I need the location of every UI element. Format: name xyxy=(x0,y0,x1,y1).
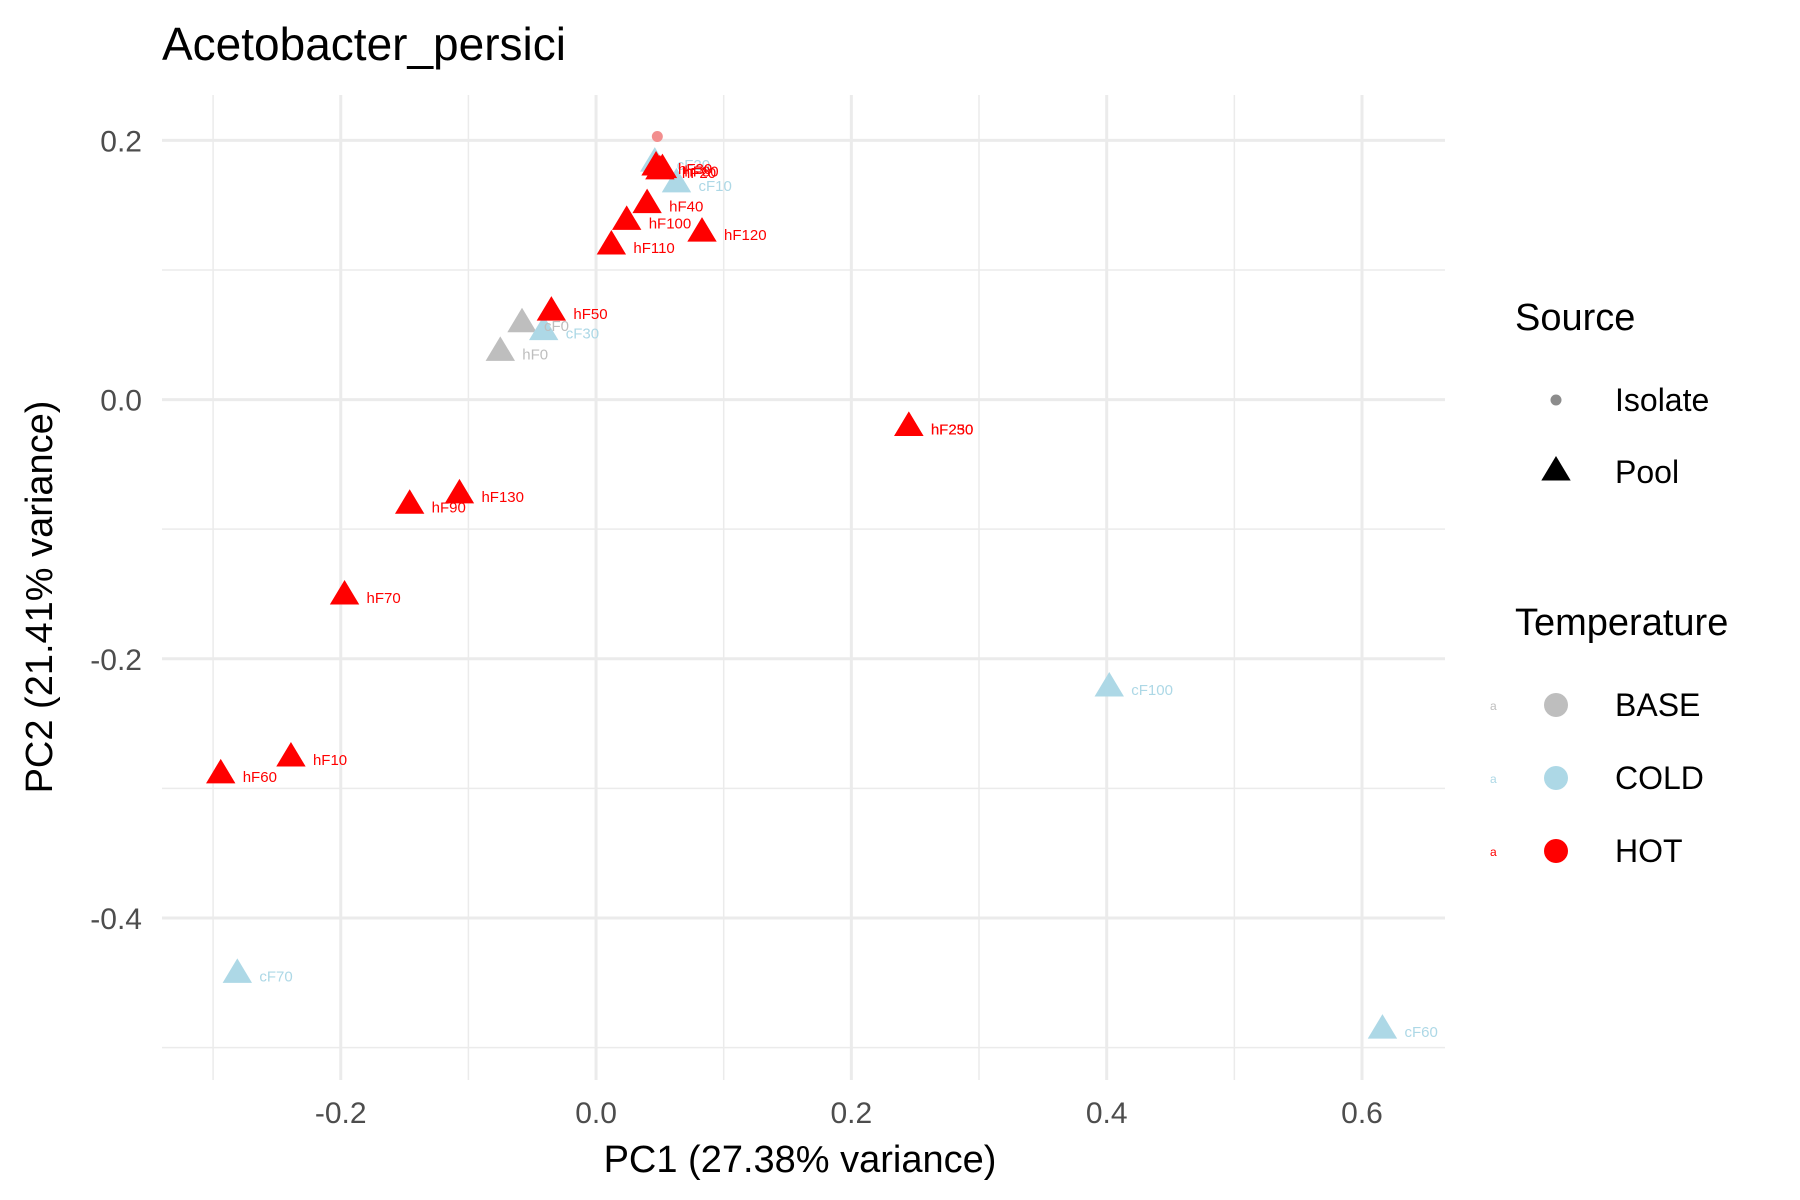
point-label: hF100 xyxy=(649,215,692,232)
pool-point-base xyxy=(485,336,516,361)
x-tick-label: 0.0 xyxy=(575,1097,617,1130)
x-axis-title: PC1 (27.38% variance) xyxy=(604,1139,997,1181)
pool-point-hot xyxy=(536,296,567,321)
legend-source-items: Isolate Pool xyxy=(1541,382,1709,490)
pool-point-hot xyxy=(632,188,662,214)
point-label: cF30 xyxy=(566,326,599,343)
legend-temperature-title: Temperature xyxy=(1515,602,1728,644)
y-axis-tick-labels: -0.4 -0.2 0.0 0.2 xyxy=(90,125,142,936)
legend-source-title: Source xyxy=(1515,297,1635,339)
legend-temperature-items: a BASE a COLD a HOT xyxy=(1490,687,1704,869)
pool-point-hot xyxy=(894,411,924,436)
pool-point-hot xyxy=(645,154,675,180)
point-label: cF70 xyxy=(259,968,292,985)
isolate-point xyxy=(651,130,663,142)
point-label: hF230 xyxy=(931,421,974,438)
pool-point-hot xyxy=(329,579,360,605)
point-label: hF40 xyxy=(669,199,703,216)
grid-minor-lines xyxy=(162,95,1445,1080)
legend-temperature-label: HOT xyxy=(1615,833,1683,869)
point-label: hF110 xyxy=(633,240,674,257)
pool-point-hot xyxy=(394,489,425,514)
pool-point-hot xyxy=(276,741,306,767)
point-label: cF0 xyxy=(544,318,569,335)
x-tick-label: -0.2 xyxy=(315,1097,367,1130)
legend: Source Temperature Isolate Pool a BASE a COL… xyxy=(1490,297,1728,869)
legend-temperature-label: COLD xyxy=(1615,760,1704,796)
y-tick-label: 0.0 xyxy=(100,385,142,418)
point-label: hF50 xyxy=(573,306,607,323)
point-label: cF60 xyxy=(1404,1024,1437,1041)
point-label: hF120 xyxy=(724,227,767,244)
pool-point-hot xyxy=(444,478,475,504)
point-label: hF250 xyxy=(931,421,974,438)
legend-isolate-key xyxy=(1550,394,1562,406)
legend-temperature-key xyxy=(1544,839,1568,863)
pool-point-base xyxy=(507,307,537,333)
legend-source-label: Pool xyxy=(1615,454,1679,490)
y-axis-title: PC2 (21.41% variance) xyxy=(19,401,61,794)
point-labels: cF0hF0cF20cF10cF30cF100cF70cF60hF30hF80h… xyxy=(243,157,1438,1041)
y-tick-label: -0.2 xyxy=(90,644,142,677)
x-axis-tick-labels: -0.2 0.0 0.2 0.4 0.6 xyxy=(315,1097,1383,1130)
y-tick-label: 0.2 xyxy=(100,125,142,158)
point-label: hF60 xyxy=(243,769,277,786)
point-label: hF80 xyxy=(684,164,718,181)
pool-point-cold xyxy=(529,315,559,341)
chart-title: Acetobacter_persici xyxy=(162,18,566,70)
legend-source-label: Isolate xyxy=(1615,382,1709,418)
point-label: cF20 xyxy=(677,157,710,174)
point-label: hF20 xyxy=(682,165,716,182)
legend-temperature-key xyxy=(1544,693,1568,717)
point-label: cF10 xyxy=(698,178,731,195)
x-tick-label: 0.6 xyxy=(1341,1097,1383,1130)
pool-point-hot xyxy=(611,205,642,230)
legend-temperature-text-key: a xyxy=(1490,699,1497,713)
point-label: hF0 xyxy=(522,346,548,363)
legend-temperature-text-key: a xyxy=(1490,772,1497,786)
point-label: hF70 xyxy=(367,590,401,607)
point-label: cF100 xyxy=(1131,682,1173,699)
point-label: hF30 xyxy=(678,161,712,178)
pool-point-cold xyxy=(1094,672,1124,697)
pool-point-hot xyxy=(596,230,627,255)
x-tick-label: 0.2 xyxy=(831,1097,873,1130)
pool-point-cold xyxy=(1367,1014,1398,1039)
legend-temperature-key xyxy=(1544,766,1568,790)
point-label: hF10 xyxy=(313,752,347,769)
legend-temperature-label: BASE xyxy=(1615,687,1700,723)
pool-point-hot xyxy=(206,758,236,784)
legend-temperature-text-key: a xyxy=(1490,845,1497,859)
pool-point-hot xyxy=(687,217,717,242)
x-tick-label: 0.4 xyxy=(1086,1097,1128,1130)
y-tick-label: -0.4 xyxy=(90,903,142,936)
point-label: hF130 xyxy=(481,489,524,506)
pool-point-cold xyxy=(222,958,253,983)
point-label: hF90 xyxy=(432,499,466,516)
legend-pool-key xyxy=(1541,456,1571,481)
pool-point-cold xyxy=(661,167,692,193)
grid-major-lines xyxy=(162,95,1445,1080)
data-points xyxy=(206,130,1398,1039)
